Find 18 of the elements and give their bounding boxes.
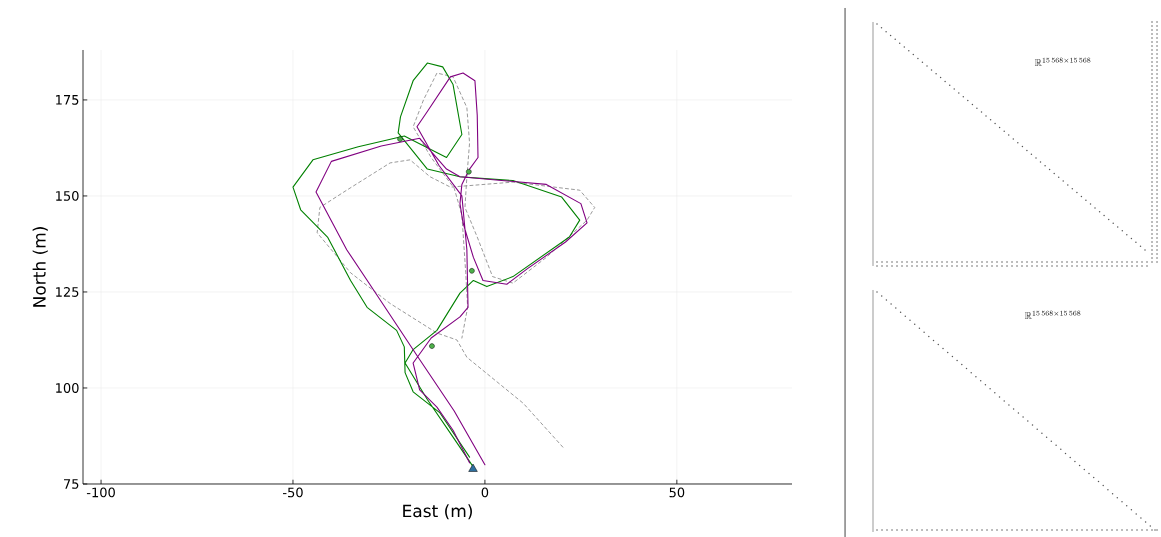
y-tick-label: 100 xyxy=(56,382,79,393)
point xyxy=(429,343,435,349)
text: $\mathbb{R}^{15\,568\times 15\,568}$ xyxy=(1034,57,1091,66)
point xyxy=(466,168,472,175)
y-tick-label: 125 xyxy=(56,286,79,297)
y-tick-label: 175 xyxy=(56,94,79,105)
x-tick-label: 50 xyxy=(669,487,685,498)
point xyxy=(468,463,478,472)
text: $\mathbb{R}^{15\,568\times 15\,568}$ xyxy=(1024,310,1081,319)
point xyxy=(469,267,475,274)
x-tick-label: -100 xyxy=(86,487,115,498)
y-axis-title: North (m) xyxy=(32,226,48,307)
x-tick-label: -50 xyxy=(282,487,303,498)
x-tick-label: 0 xyxy=(481,487,489,498)
x-axis-title: East (m) xyxy=(403,504,472,520)
y-tick-label: 150 xyxy=(56,190,79,201)
point xyxy=(397,136,403,142)
y-tick-label: 75 xyxy=(64,478,79,489)
